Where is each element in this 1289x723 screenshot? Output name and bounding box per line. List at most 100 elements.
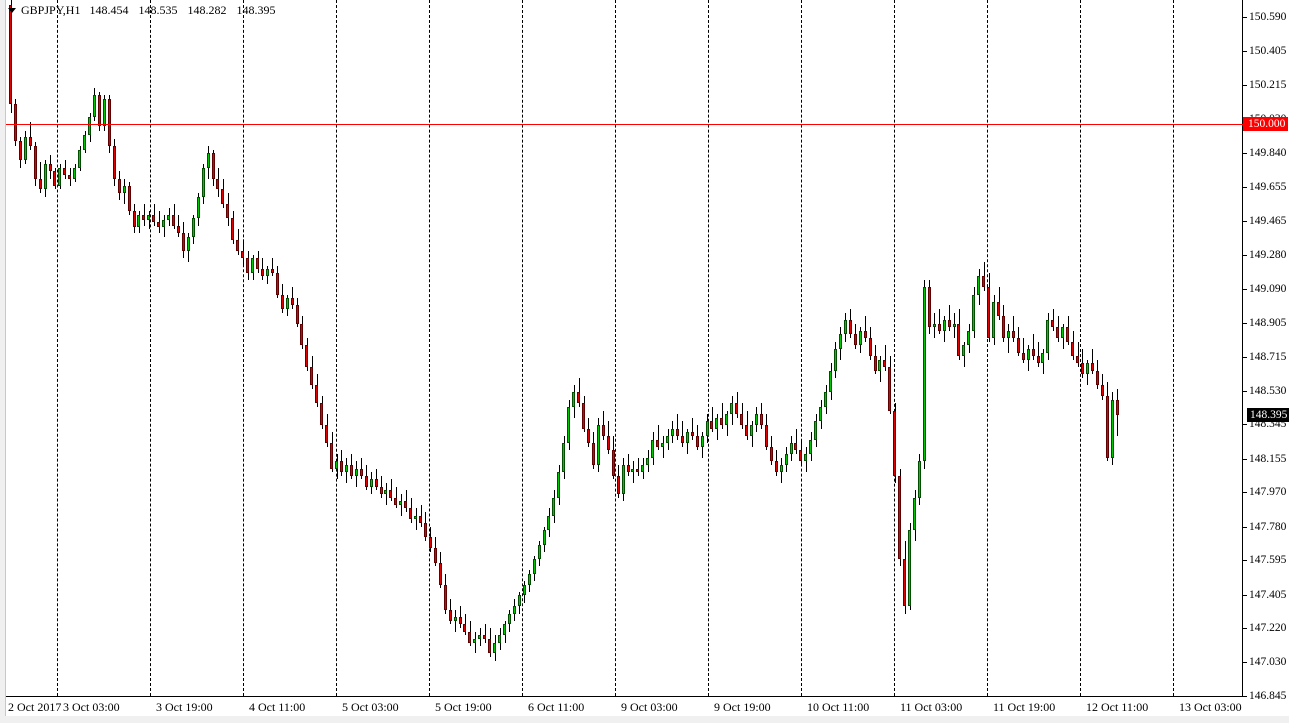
candle-body-bullish <box>1085 363 1089 375</box>
candle-body-bearish <box>769 446 773 462</box>
gridline-vertical <box>429 0 430 696</box>
candle-body-bearish <box>339 461 343 473</box>
candle-body-bullish <box>967 330 971 346</box>
candle-body-bearish <box>1115 399 1119 416</box>
price-tick-mark <box>1243 221 1247 223</box>
candle-body-bearish <box>310 367 314 386</box>
candle-body-bullish <box>814 421 818 440</box>
candle-body-bullish <box>646 457 650 465</box>
candle-body-bearish <box>903 559 907 607</box>
candle-body-bearish <box>241 251 245 259</box>
time-axis[interactable]: 2 Oct 2017 3 Oct 03:00 3 Oct 19:00 4 Oct 11… <box>6 697 1243 723</box>
candle-body-bullish <box>819 406 823 422</box>
candle-body-bearish <box>591 443 595 465</box>
candle-body-bullish <box>962 345 966 357</box>
candle-body-bearish <box>759 414 763 426</box>
candle-body-bullish <box>833 348 837 371</box>
time-tick-label: 5 Oct 19:00 <box>435 700 492 714</box>
candle-body-bullish <box>196 196 200 219</box>
chevron-down-icon[interactable] <box>8 7 16 13</box>
candle-wick <box>485 624 486 643</box>
candle-body-bearish <box>680 435 684 444</box>
candle-body-bullish <box>705 421 709 436</box>
candle-body-bullish <box>453 617 457 621</box>
candle-body-bullish <box>473 638 477 643</box>
candle-body-bearish <box>848 319 852 335</box>
candle-body-bullish <box>1110 399 1114 458</box>
candle-body-bullish <box>122 185 126 194</box>
candle-body-bearish <box>28 136 32 146</box>
candle-body-bullish <box>503 624 506 636</box>
chart-plot-area[interactable] <box>6 0 1243 697</box>
candle-body-bullish <box>977 276 981 295</box>
candle-body-bullish <box>265 269 269 277</box>
time-tick-label: 3 Oct 03:00 <box>63 700 120 714</box>
price-tick-label: 147.220 <box>1249 622 1287 635</box>
candle-body-bullish <box>952 323 956 328</box>
candle-body-bullish <box>843 319 847 335</box>
candle-body-bearish <box>1076 356 1080 364</box>
price-tick-label: 147.030 <box>1249 656 1287 669</box>
candle-body-bearish <box>611 450 615 476</box>
candle-body-bearish <box>764 425 768 447</box>
candle-wick <box>1033 334 1034 360</box>
time-tick-label: 13 Oct 03:00 <box>1179 700 1242 714</box>
candle-body-bearish <box>48 164 52 172</box>
candle-wick <box>692 417 693 440</box>
candle-body-bullish <box>201 167 205 197</box>
candle-body-bearish <box>710 421 714 429</box>
time-tick-label: 2 Oct 2017 <box>8 700 62 714</box>
candle-body-bearish <box>389 490 393 498</box>
gridline-vertical <box>522 0 523 696</box>
candle-body-bullish <box>838 334 842 349</box>
level-price-badge: 150.000 <box>1243 117 1289 132</box>
candle-wick <box>1038 341 1039 368</box>
candlestick-plot[interactable] <box>6 0 1242 696</box>
candle-body-bearish <box>320 403 324 426</box>
price-tick-mark <box>1243 289 1247 291</box>
candle-body-bearish <box>582 403 586 429</box>
candle-body-bearish <box>13 104 17 142</box>
price-tick-mark <box>1243 560 1247 562</box>
left-edge-strip <box>0 0 6 723</box>
candle-body-bearish <box>260 269 264 277</box>
price-tick-label: 150.590 <box>1249 11 1287 24</box>
candle-wick <box>865 316 866 342</box>
candle-body-bullish <box>191 218 195 237</box>
ohlc-high: 148.535 <box>138 2 178 17</box>
candle-body-bullish <box>186 236 190 252</box>
candle-body-bearish <box>300 323 304 346</box>
candle-wick <box>949 305 950 331</box>
candle-body-bearish <box>305 345 309 368</box>
price-axis[interactable]: 150.590150.405150.215150.030149.840149.6… <box>1236 0 1289 702</box>
candle-body-bullish <box>917 461 921 498</box>
candle-body-bearish <box>68 174 72 179</box>
candle-body-bearish <box>483 635 487 639</box>
candle-body-bearish <box>448 609 452 621</box>
candle-body-bullish <box>754 414 758 426</box>
price-tick-label: 147.780 <box>1249 520 1287 533</box>
candle-body-bearish <box>330 443 334 469</box>
candle-body-bearish <box>290 298 294 306</box>
candle-body-bearish <box>38 178 42 190</box>
candle-body-bearish <box>315 385 319 404</box>
candle-body-bullish <box>858 330 862 346</box>
time-tick-label: 11 Oct 19:00 <box>993 700 1056 714</box>
candle-body-bearish <box>409 508 413 520</box>
gridline-vertical <box>336 0 337 696</box>
price-tick-label: 148.715 <box>1249 351 1287 364</box>
candle-body-bearish <box>957 323 961 357</box>
candle-body-bearish <box>893 410 897 476</box>
candle-body-bearish <box>246 258 250 273</box>
gridline-vertical <box>1080 0 1081 696</box>
price-tick-mark <box>1243 322 1247 324</box>
price-tick-mark <box>1243 594 1247 596</box>
symbol-header: GBPJPY,H1 148.454 148.535 148.282 148.39… <box>8 3 282 17</box>
candle-body-bullish <box>102 98 106 126</box>
ohlc-open: 148.454 <box>89 2 129 17</box>
price-tick-label: 146.845 <box>1249 690 1287 702</box>
level-line-stub <box>1236 124 1243 126</box>
time-tick-label: 12 Oct 11:00 <box>1086 700 1149 714</box>
candle-body-bullish <box>1041 352 1045 364</box>
candle-body-bullish <box>43 164 47 190</box>
